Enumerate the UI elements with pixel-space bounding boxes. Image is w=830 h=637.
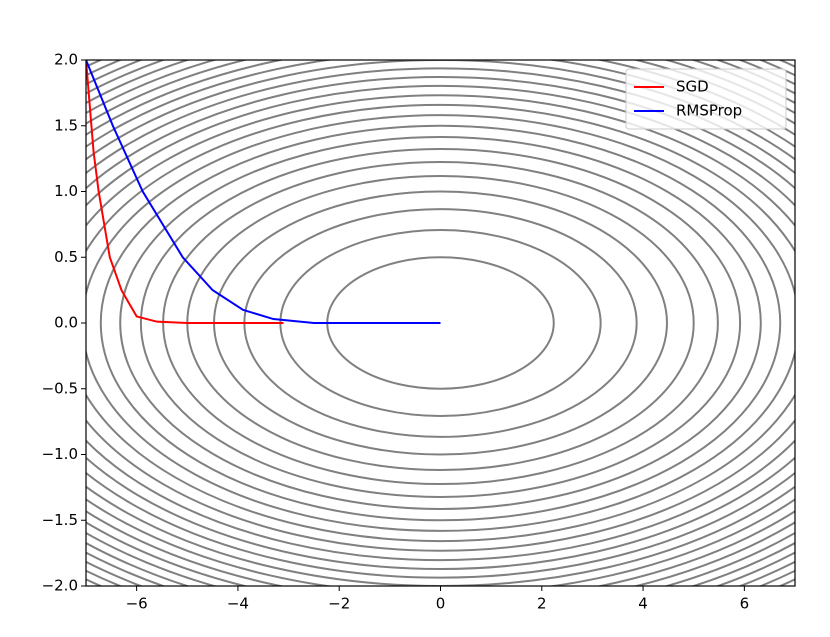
x-tick-label: 0 — [436, 595, 446, 613]
legend-label: RMSProp — [676, 102, 742, 120]
x-tick-label: 6 — [740, 595, 750, 613]
y-tick-label: 0.0 — [54, 314, 78, 332]
x-tick-label: −6 — [126, 595, 148, 613]
y-tick-label: 1.5 — [54, 116, 78, 134]
x-tick-label: 2 — [537, 595, 547, 613]
contour-line — [86, 85, 795, 561]
line-group — [86, 60, 441, 324]
series-line — [86, 60, 284, 324]
contour-line — [86, 94, 795, 552]
contour-line — [119, 136, 762, 510]
contour-line — [86, 114, 795, 532]
contour-line — [162, 160, 719, 486]
y-tick-label: −1.0 — [42, 445, 78, 463]
y-tick-label: −1.5 — [42, 511, 78, 529]
legend-label: SGD — [676, 78, 709, 96]
y-tick-label: 1.0 — [54, 182, 78, 200]
y-tick-label: −2.0 — [42, 577, 78, 595]
contour-line — [86, 67, 795, 579]
x-tick-label: 4 — [638, 595, 648, 613]
x-tick-label: −4 — [227, 595, 249, 613]
y-tick-label: 2.0 — [54, 51, 78, 69]
series-line — [86, 60, 441, 324]
legend-box — [625, 68, 787, 130]
contour-line — [139, 148, 742, 498]
contour-line — [86, 76, 795, 570]
y-tick-label: 0.5 — [54, 248, 78, 266]
contour-line — [86, 103, 795, 543]
contour-line — [99, 124, 782, 522]
x-tick-label: −2 — [328, 595, 350, 613]
y-tick-label: −0.5 — [42, 379, 78, 397]
